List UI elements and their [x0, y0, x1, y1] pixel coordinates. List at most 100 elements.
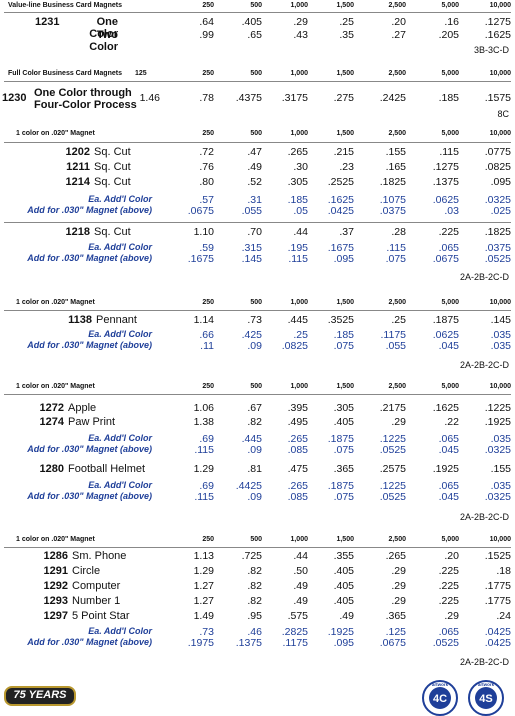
price-cell: .195: [287, 242, 308, 254]
price-cell: .115: [386, 242, 406, 254]
qty-header: 500: [250, 130, 262, 137]
price-cell: .145: [241, 253, 262, 265]
price-row: 1293 Number 1 1.27 .82 .49 .405 .29 .225 .1775: [0, 595, 515, 607]
price-cell: .045: [438, 491, 459, 503]
price-cell: .20: [391, 16, 406, 28]
price-cell: .1875: [327, 433, 354, 445]
thick-magnet-row: Add for .030" Magnet (above) .1675 .145 .11…: [0, 253, 515, 265]
thick-magnet-row: Add for .030" Magnet (above) .11 .09 .0825.…: [0, 340, 515, 352]
price-cell: .1825: [484, 226, 511, 238]
item-name: Football Helmet: [68, 463, 146, 475]
qty-header: 1,500: [336, 70, 354, 77]
price-cell: .82: [247, 565, 262, 577]
price-cell: .495: [287, 416, 308, 428]
price-cell: .70: [247, 226, 262, 238]
price-row: 1214 Sq. Cut .80 .52 .305 .2525 .1825 .1375 .095: [0, 176, 515, 188]
price-row: 1286 Sm. Phone 1.13 .725 .44 .355 .265 .20 .1525: [0, 550, 515, 562]
price-cell: .81: [247, 463, 262, 475]
product-code: 2A-2B-2C-D: [459, 272, 509, 282]
price-cell: .1575: [484, 92, 511, 104]
price-cell: .0425: [484, 626, 511, 638]
price-cell: 1.27: [193, 595, 214, 607]
price-cell: .225: [438, 595, 459, 607]
qty-header: 2,500: [388, 299, 406, 306]
price-cell: .29: [391, 565, 406, 577]
qty-header: 250: [202, 383, 214, 390]
item-name: Sq. Cut: [94, 161, 131, 173]
price-cell: .0525: [484, 253, 511, 265]
addl-color-label: Ea. Add'l Color: [88, 242, 152, 252]
price-cell: .405: [333, 416, 354, 428]
price-cell: 1.13: [193, 550, 214, 562]
price-cell: 1.27: [193, 580, 214, 592]
price-cell: .50: [293, 565, 308, 577]
price-cell: .66: [199, 329, 214, 341]
price-cell: .59: [199, 242, 214, 254]
price-cell: .44: [293, 226, 308, 238]
anniversary-badge: 75 YEARS: [4, 686, 76, 706]
qty-header: 5,000: [441, 536, 459, 543]
price-cell: .69: [199, 433, 214, 445]
price-cell: .20: [444, 550, 459, 562]
product-code: 8C: [497, 109, 509, 119]
price-row: 1211 Sq. Cut .76 .49 .30 .23 .165 .1275 .0825: [0, 161, 515, 173]
addl-color-label: Ea. Add'l Color: [88, 626, 152, 636]
price-cell: 1.46: [139, 92, 160, 104]
price-cell: .57: [199, 194, 214, 206]
divider: [4, 12, 511, 13]
item-number: 1138: [68, 314, 92, 326]
artwork-seals: 4C artwork 4S artwork: [422, 680, 504, 716]
price-cell: .1175: [380, 329, 407, 341]
price-cell: .0325: [484, 444, 511, 456]
price-cell: .0525: [432, 637, 459, 649]
price-cell: .76: [199, 161, 214, 173]
item-name: Sq. Cut: [94, 226, 131, 238]
price-cell: .52: [247, 176, 262, 188]
price-cell: .075: [333, 340, 354, 352]
divider: [4, 310, 511, 311]
item-number: 1218: [65, 226, 90, 238]
price-cell: .185: [438, 92, 459, 104]
price-cell: .0525: [379, 491, 406, 503]
price-cell: .82: [247, 580, 262, 592]
price-cell: .085: [287, 491, 308, 503]
price-cell: .055: [241, 205, 262, 217]
price-cell: .82: [247, 595, 262, 607]
item-name: One Color through: [34, 87, 132, 99]
thick-magnet-label: Add for .030" Magnet (above): [27, 491, 152, 501]
addl-color-label: Ea. Add'l Color: [88, 329, 152, 339]
qty-header: 1,500: [336, 2, 354, 9]
price-cell: .425: [241, 329, 262, 341]
price-row: 1274 Paw Print 1.38 .82 .495 .405 .29 .22 .1925: [0, 416, 515, 428]
price-cell: .305: [333, 402, 354, 414]
price-cell: .11: [200, 340, 214, 352]
price-cell: .265: [287, 433, 308, 445]
price-cell: .185: [333, 329, 354, 341]
qty-header: 1,000: [290, 70, 308, 77]
qty-header: 1,000: [290, 2, 308, 9]
price-cell: .0425: [327, 205, 354, 217]
price-cell: .265: [385, 550, 406, 562]
price-cell: .085: [287, 444, 308, 456]
price-cell: .29: [391, 416, 406, 428]
price-cell: .225: [438, 226, 459, 238]
price-cell: .0825: [281, 340, 308, 352]
price-cell: .1675: [327, 242, 354, 254]
price-cell: .29: [391, 595, 406, 607]
price-cell: .045: [438, 444, 459, 456]
price-row: .99 .65 .43 .35 .27 .205 .1625: [0, 29, 515, 41]
qty-header: 500: [250, 299, 262, 306]
price-row: .64 .405 .29 .25 .20 .16 .1275: [0, 16, 515, 28]
thick-magnet-label: Add for .030" Magnet (above): [27, 637, 152, 647]
item-number: 1214: [65, 176, 90, 188]
price-cell: .075: [385, 253, 406, 265]
price-cell: .1625: [484, 29, 511, 41]
thick-magnet-label: Add for .030" Magnet (above): [27, 444, 152, 454]
price-cell: .82: [247, 416, 262, 428]
price-cell: .2825: [281, 626, 308, 638]
qty-header: 2,500: [388, 383, 406, 390]
price-cell: .67: [247, 402, 262, 414]
thick-magnet-row: Add for .030" Magnet (above) .0675 .055 .05…: [0, 205, 515, 217]
section-title: 1 color on .020" Magnet: [16, 299, 95, 306]
price-cell: .305: [287, 176, 308, 188]
